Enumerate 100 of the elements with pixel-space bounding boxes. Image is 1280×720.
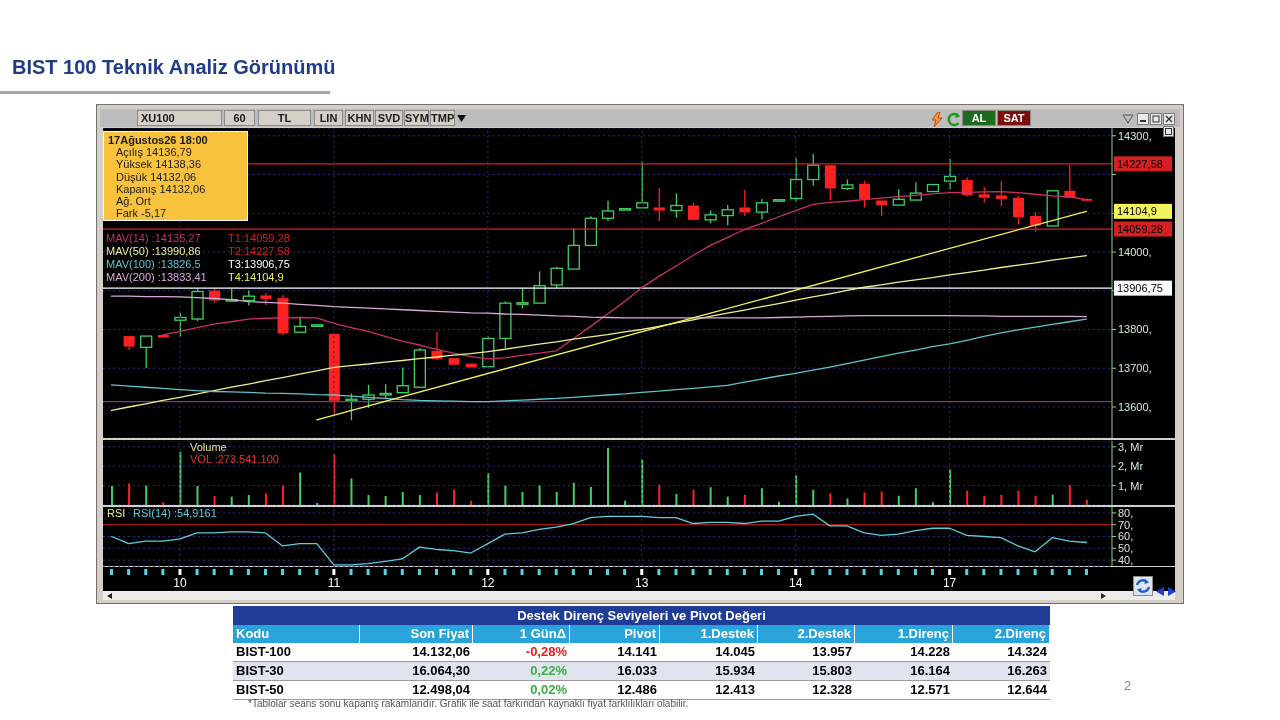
bar — [966, 490, 969, 505]
series-label: MAV(200) :13833,41 — [106, 271, 207, 284]
text: 14227,58 — [1117, 157, 1163, 170]
y-tick-label: 13700, — [1118, 362, 1152, 375]
candlestick — [260, 292, 272, 306]
bar — [538, 485, 541, 505]
y-tick-label: 70, — [1118, 518, 1134, 531]
bar — [675, 493, 678, 505]
bar — [589, 486, 592, 505]
bar — [863, 492, 866, 505]
y-tick-label: 40, — [1118, 554, 1134, 567]
bar — [282, 485, 285, 505]
bar — [931, 502, 934, 505]
text: -0,28% — [525, 644, 567, 659]
bar — [521, 492, 524, 505]
text: 0,02% — [530, 682, 567, 697]
y-tick-label: 50, — [1118, 542, 1134, 555]
text: 16.263 — [1007, 663, 1047, 678]
candlestick — [140, 335, 153, 369]
bar — [264, 493, 267, 505]
text: 13.957 — [812, 644, 852, 659]
text: 2 — [1124, 678, 1132, 693]
line-series — [110, 318, 1088, 403]
x-tick-label: 11 — [327, 576, 341, 590]
text: 0,22% — [530, 663, 567, 678]
text: 14059,28 — [1117, 223, 1163, 236]
text: 14104,9 — [1117, 205, 1157, 218]
candlestick — [448, 358, 460, 365]
ref-line-label: T1:14059,28 — [228, 232, 290, 245]
text: 14.141 — [617, 644, 657, 659]
candlestick — [772, 199, 786, 202]
category-label: Kodu — [233, 625, 360, 643]
bar — [829, 493, 832, 505]
text: SAT — [997, 110, 1031, 126]
y-tick-label: 14300, — [1118, 129, 1152, 142]
bar — [1000, 494, 1003, 505]
bar — [726, 496, 729, 505]
bar — [658, 484, 661, 505]
text: 60 — [224, 110, 255, 126]
text: KHN — [345, 110, 374, 126]
bar — [367, 494, 370, 505]
candlestick — [584, 215, 598, 247]
candlestick — [311, 324, 324, 327]
candlestick — [1046, 190, 1059, 227]
bar — [247, 494, 250, 505]
y-tick-label: 1, Mr — [1118, 479, 1144, 492]
text: 14.228 — [910, 644, 950, 659]
text: BIST 100 Teknik Analiz Görünümü — [12, 56, 336, 79]
bar — [384, 495, 387, 505]
candlestick — [601, 200, 615, 222]
y-tick-label: 13600, — [1118, 400, 1152, 413]
text: 12.571 — [910, 682, 950, 697]
text: 12.413 — [715, 682, 755, 697]
annotation: Düşük 14132,06 — [115, 170, 198, 183]
bar — [128, 483, 131, 505]
category-label: Pivot — [570, 625, 660, 643]
ref-line-label: T3:13906,75 — [228, 258, 290, 271]
category-label: BIST-100 — [236, 644, 291, 659]
y-tick-label: 13800, — [1118, 323, 1152, 336]
bar — [401, 492, 404, 505]
bar — [1034, 495, 1037, 505]
text: LIN — [314, 110, 343, 126]
bar — [350, 478, 353, 505]
text: 16.164 — [910, 663, 950, 678]
bar — [435, 492, 438, 505]
text: MAV(100) :13826,5 — [106, 258, 201, 271]
bar — [760, 488, 763, 505]
line-series — [110, 295, 1088, 319]
bar — [555, 492, 558, 505]
candlestick — [636, 161, 649, 209]
text: 14.324 — [1007, 644, 1047, 659]
text: 16.033 — [617, 663, 657, 678]
text: 12.644 — [1007, 682, 1047, 697]
annotation: Ağ. Ort — [115, 195, 152, 208]
x-tick-label: 13 — [635, 576, 649, 590]
bar — [1068, 485, 1071, 505]
y-tick-label: 14000, — [1118, 245, 1152, 258]
text: 12.486 — [617, 682, 657, 697]
bar — [213, 495, 216, 505]
category-label: 1 GünΔ — [473, 625, 570, 643]
y-tick-label: 80, — [1118, 506, 1134, 519]
text: SVD — [375, 110, 403, 126]
bar — [914, 488, 917, 505]
candlestick — [789, 157, 803, 202]
annotation: Fark -5,17 — [115, 207, 168, 220]
bar — [983, 495, 986, 505]
text: T4:14104,9 — [228, 271, 284, 284]
text: TMP — [430, 110, 455, 126]
text: 15.803 — [812, 663, 852, 678]
bar — [607, 447, 609, 505]
bar — [1017, 490, 1020, 505]
text: 14.132,06 — [412, 644, 470, 659]
bar — [1051, 494, 1054, 505]
text: *Tablolar seans sonu kapanış rakamlarıdır. Grafik ile saat farkından kaynaklı fiyat farklılıkları olabilir. — [248, 698, 689, 709]
candlestick — [943, 158, 957, 190]
chart-title: Volume — [190, 441, 227, 453]
x-tick-label: 10 — [173, 576, 187, 590]
bar — [880, 491, 883, 505]
annotation: Yüksek 14138,36 — [115, 158, 202, 171]
category-label: BIST-50 — [236, 682, 284, 697]
